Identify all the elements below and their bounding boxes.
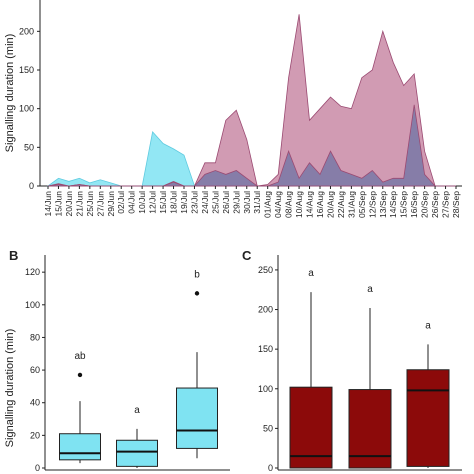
y-tick-label: 120 xyxy=(25,267,40,277)
y-tick-label: 200 xyxy=(258,305,273,315)
panel-a-areas xyxy=(46,14,456,187)
x-tick-label: 20/Jun xyxy=(64,191,74,217)
x-tick-label: 25/Jun xyxy=(85,191,95,217)
x-tick-label: 04/Aug xyxy=(273,191,283,218)
box-iqr xyxy=(348,389,392,469)
panel-b-y-axis-label: Signalling duration (min) xyxy=(4,329,16,448)
y-tick-label: 50 xyxy=(263,423,273,433)
panel-c-boxes: a a a xyxy=(289,268,450,469)
y-tick-label: 200 xyxy=(19,26,34,36)
x-tick-label: 29/Jul xyxy=(231,191,241,214)
x-tick-label: 21/Jun xyxy=(74,191,84,217)
y-tick-label: 150 xyxy=(19,65,34,75)
x-tick-label: 24/Jul xyxy=(200,191,210,214)
y-tick-label: 80 xyxy=(30,332,40,342)
outlier-point xyxy=(77,372,83,378)
panel-a-x-ticks: 14/Jun 15/Jun 20/Jun 21/Jun 25/Jun 27/Jun 29/J… xyxy=(43,186,461,218)
x-tick-label: 26/Jul xyxy=(221,191,231,214)
x-tick-label: 14/Aug xyxy=(305,191,315,218)
y-tick-label: 150 xyxy=(258,344,273,354)
x-tick-label: 10/Aug xyxy=(294,191,304,218)
x-tick-label: 10/Jul xyxy=(137,191,147,214)
x-tick-label: 16/Sep xyxy=(409,191,419,218)
panel-b-chart: B Signalling duration (min) 0 20 40 60 80 100… xyxy=(4,248,230,473)
panel-a-y-axis-label: Signalling duration (min) xyxy=(4,34,16,153)
x-tick-label: 23/Jul xyxy=(189,191,199,214)
box-iqr xyxy=(59,433,101,461)
y-tick-label: 0 xyxy=(35,463,40,473)
x-tick-label: 26/Sep xyxy=(430,191,440,218)
y-tick-label: 100 xyxy=(19,104,34,114)
panel-a-chart: Signalling duration (min) 0 50 100 150 200 1… xyxy=(4,0,462,218)
significance-letter: a xyxy=(425,320,431,331)
x-tick-label: 12/Sep xyxy=(367,191,377,218)
y-tick-label: 60 xyxy=(30,365,40,375)
x-tick-label: 27/Sep xyxy=(441,191,451,218)
x-tick-label: 01/Aug xyxy=(263,191,273,218)
box-group-2: a xyxy=(116,405,158,468)
box-iqr xyxy=(406,369,450,467)
box-group-2: a xyxy=(348,284,392,469)
x-tick-label: 14/Jun xyxy=(43,191,53,217)
x-tick-label: 27/Jun xyxy=(95,191,105,217)
panel-c-chart: C 0 50 100 150 200 250 a a a xyxy=(242,248,462,473)
area-series-2 xyxy=(47,14,456,187)
box-group-1: a xyxy=(289,268,333,469)
x-tick-label: 22/Aug xyxy=(336,191,346,218)
y-tick-label: 40 xyxy=(30,398,40,408)
x-tick-label: 05/Sep xyxy=(357,191,367,218)
significance-letter: a xyxy=(367,284,373,295)
panel-a-y-ticks: 0 50 100 150 200 xyxy=(19,26,40,191)
x-tick-label: 08/Aug xyxy=(284,191,294,218)
y-tick-label: 100 xyxy=(25,300,40,310)
x-tick-label: 02/Jul xyxy=(116,191,126,214)
y-tick-label: 50 xyxy=(24,142,34,152)
significance-letter: ab xyxy=(74,351,86,362)
y-tick-label: 250 xyxy=(258,265,273,275)
panel-c-y-ticks: 0 50 100 150 200 250 xyxy=(258,265,278,473)
x-tick-label: 15/Jul xyxy=(158,191,168,214)
y-tick-label: 0 xyxy=(29,181,34,191)
box-group-3: a xyxy=(406,320,450,468)
significance-letter: b xyxy=(194,269,200,280)
x-tick-label: 20/Sep xyxy=(420,191,430,218)
x-tick-label: 15/Sep xyxy=(399,191,409,218)
x-tick-label: 30/Jul xyxy=(242,191,252,214)
y-tick-label: 0 xyxy=(268,463,273,473)
x-tick-label: 15/Jun xyxy=(53,191,63,217)
x-tick-label: 25/Jul xyxy=(210,191,220,214)
x-tick-label: 12/Jul xyxy=(148,191,158,214)
box-iqr xyxy=(289,386,333,469)
x-tick-label: 16/Aug xyxy=(315,191,325,218)
significance-letter: a xyxy=(308,268,314,279)
x-tick-label: 31/Jul xyxy=(252,191,262,214)
x-tick-label: 04/Jul xyxy=(127,191,137,214)
box-group-1: ab xyxy=(59,351,101,464)
box-group-3: b xyxy=(176,269,218,459)
panel-c-label: C xyxy=(242,248,252,263)
x-tick-label: 31/Aug xyxy=(346,191,356,218)
outlier-point xyxy=(194,291,200,296)
x-tick-label: 29/Jun xyxy=(106,191,116,217)
box-iqr xyxy=(176,387,218,449)
x-tick-label: 18/Jul xyxy=(169,191,179,214)
x-tick-label: 14/Sep xyxy=(388,191,398,218)
box-iqr xyxy=(116,439,158,467)
significance-letter: a xyxy=(134,405,140,416)
panel-b-label: B xyxy=(9,248,18,263)
x-tick-label: 20/Aug xyxy=(325,191,335,218)
y-tick-label: 100 xyxy=(258,384,273,394)
x-tick-label: 28/Sep xyxy=(451,191,461,218)
x-tick-label: 13/Sep xyxy=(378,191,388,218)
y-tick-label: 20 xyxy=(30,430,40,440)
x-tick-label: 19/Jul xyxy=(179,191,189,214)
panel-b-y-ticks: 0 20 40 60 80 100 120 xyxy=(25,267,45,473)
